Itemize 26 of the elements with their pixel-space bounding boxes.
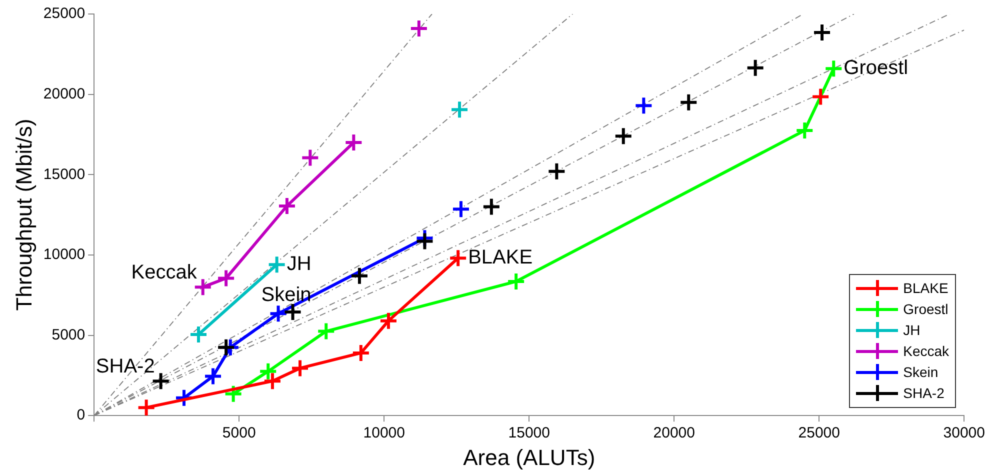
annotation: JH bbox=[286, 253, 312, 276]
y-tick-label: 5000 bbox=[52, 326, 86, 344]
x-tick-label: 25000 bbox=[798, 424, 840, 442]
legend-label: Keccak bbox=[903, 343, 950, 360]
y-tick-label: 20000 bbox=[43, 85, 86, 102]
annotation: Keccak bbox=[131, 262, 198, 284]
legend-label: JH bbox=[903, 322, 920, 338]
x-tick-label: 5000 bbox=[222, 424, 256, 442]
y-tick-label: 25000 bbox=[43, 5, 86, 22]
legend-label: BLAKE bbox=[903, 280, 948, 296]
annotation: Skein bbox=[261, 284, 312, 306]
y-axis-title: Throughput (Mbit/s) bbox=[11, 118, 36, 311]
x-axis-title: Area (ALUTs) bbox=[463, 444, 596, 470]
x-tick-label: 30000 bbox=[943, 424, 986, 442]
annotation: Groestl bbox=[844, 57, 908, 80]
x-tick-label: 20000 bbox=[653, 424, 695, 442]
x-tick-label: 15000 bbox=[508, 424, 550, 442]
annotation: BLAKE bbox=[468, 246, 533, 269]
annotation: SHA-2 bbox=[96, 356, 155, 378]
y-tick-label: 0 bbox=[76, 406, 86, 424]
legend-label: Skein bbox=[903, 364, 938, 380]
y-tick-label: 10000 bbox=[43, 246, 86, 264]
y-tick-label: 15000 bbox=[43, 166, 86, 183]
x-tick-label: 10000 bbox=[363, 424, 405, 442]
legend-label: SHA-2 bbox=[903, 385, 944, 402]
legend-label: Groestl bbox=[903, 301, 948, 318]
